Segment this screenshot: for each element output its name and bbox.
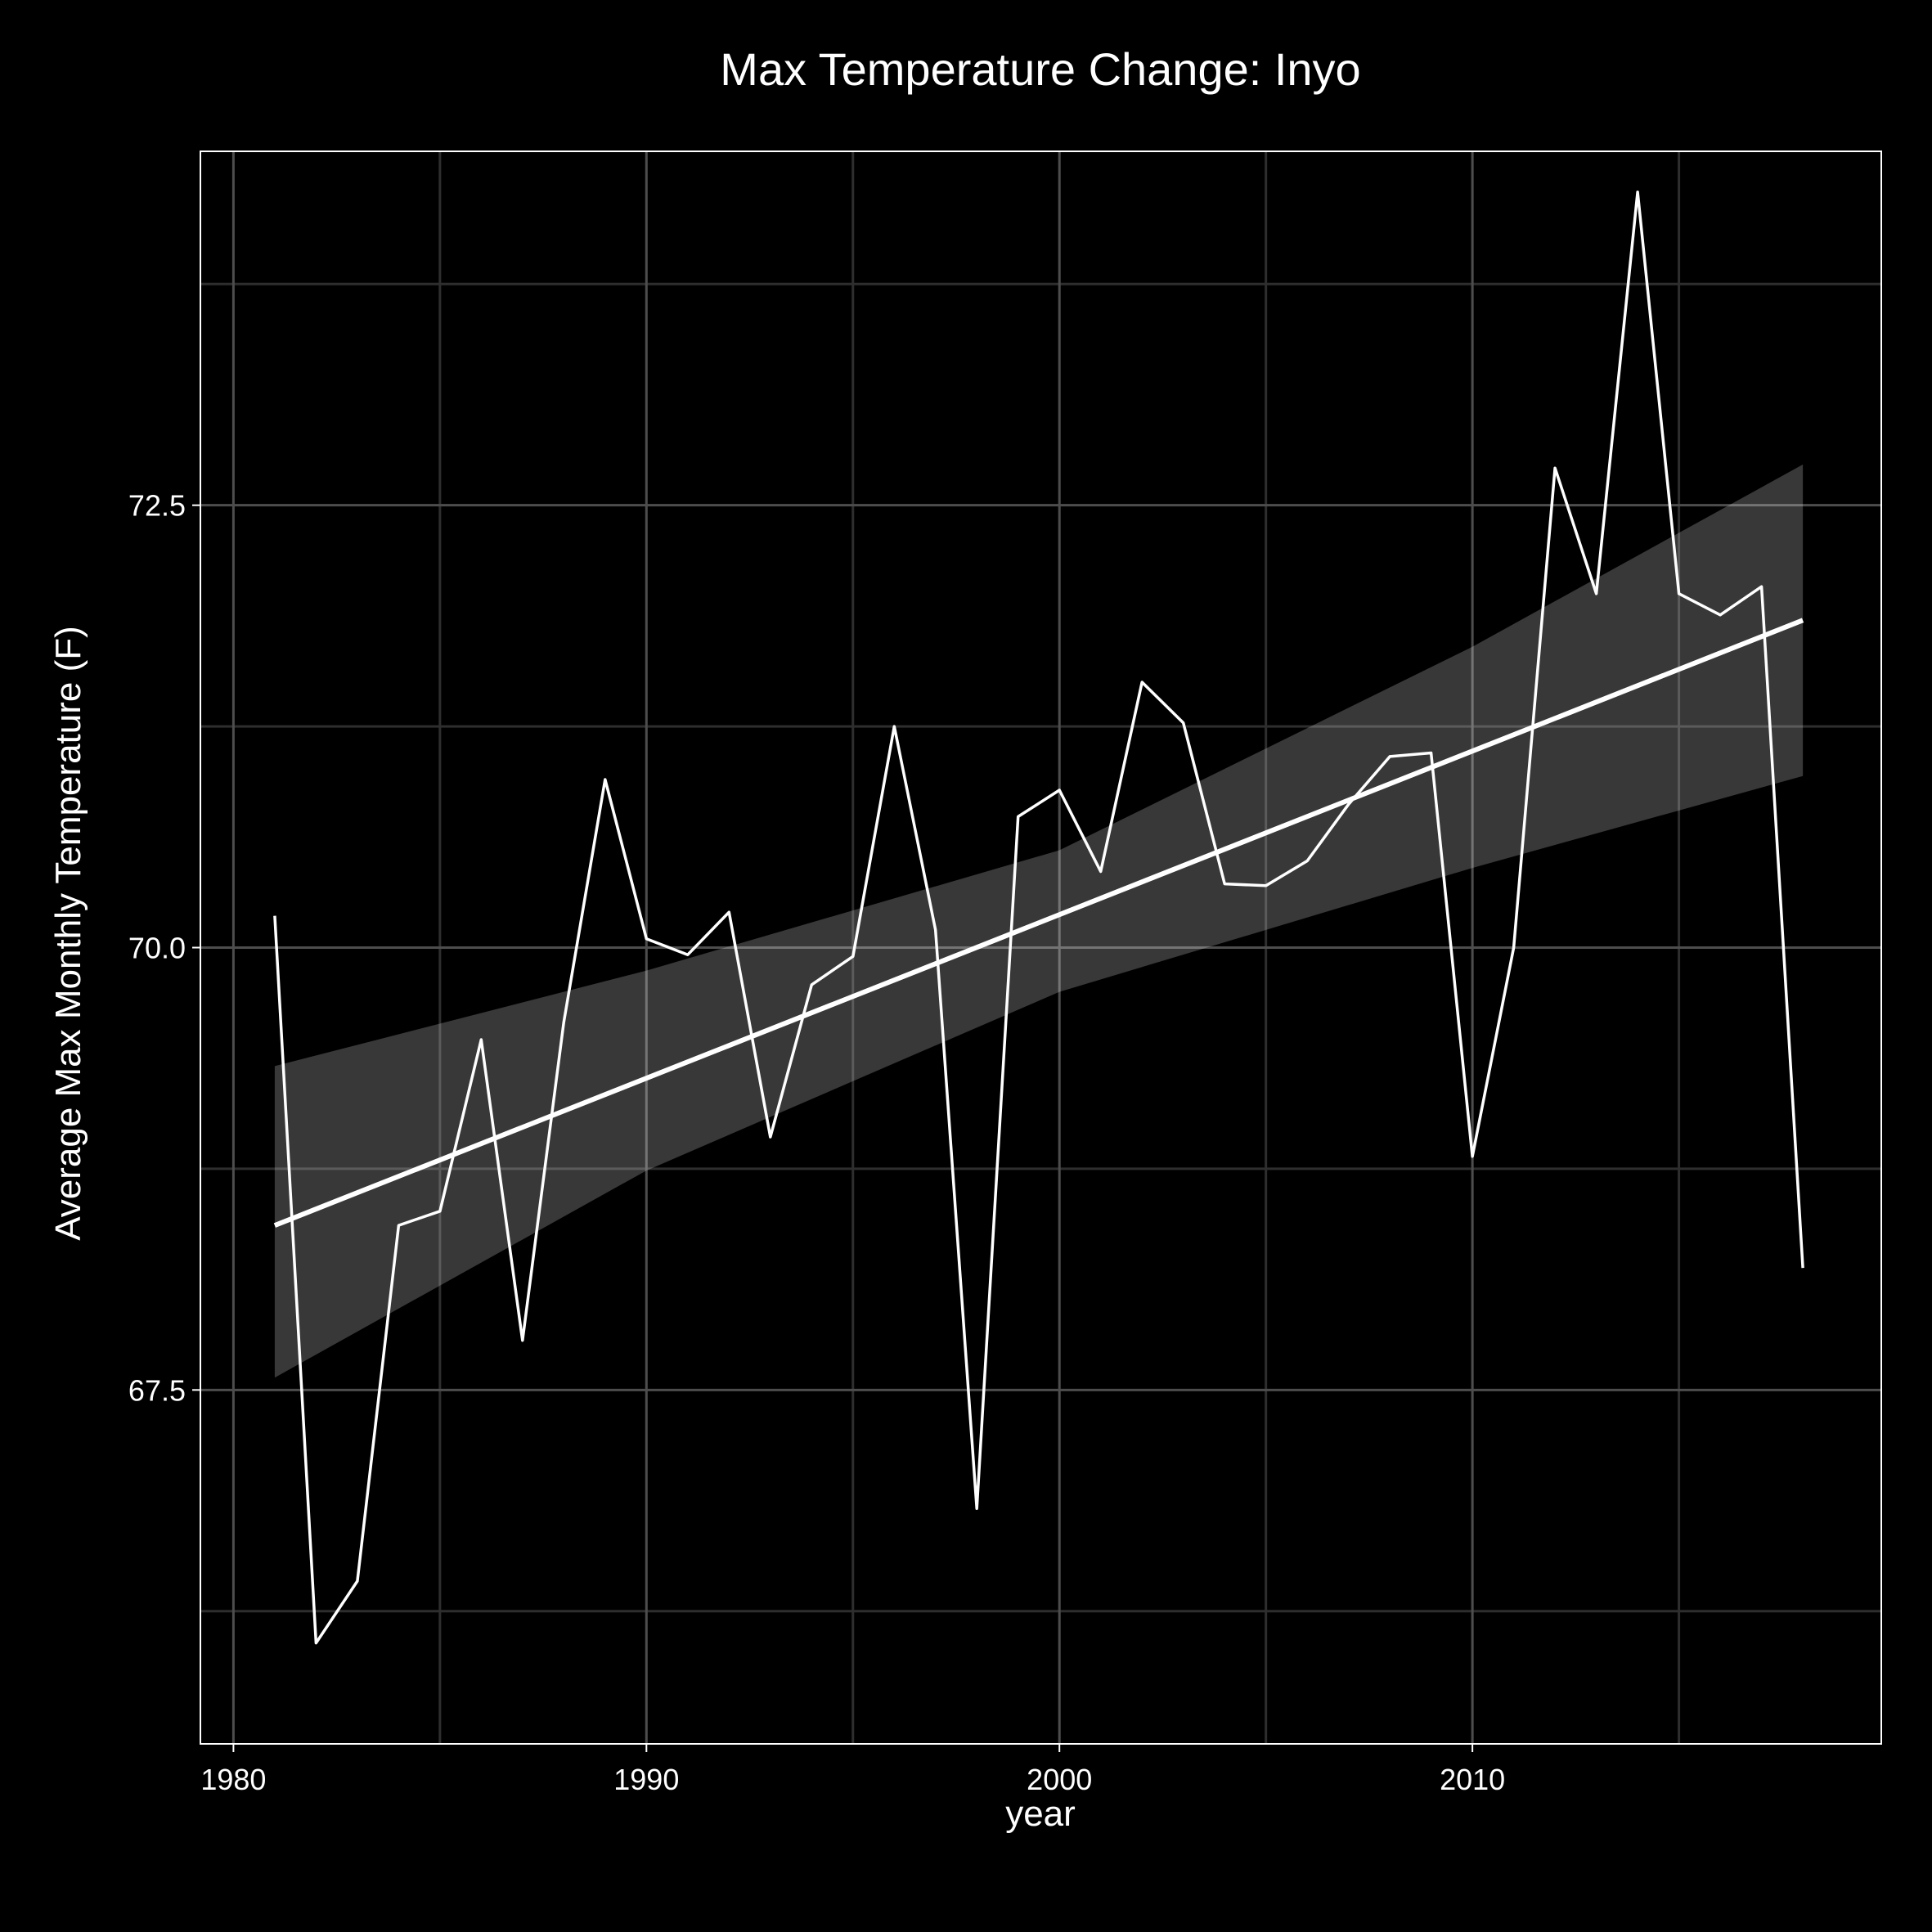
x-tick-label: 1990 bbox=[613, 1763, 679, 1796]
trend-line bbox=[273, 618, 1804, 1228]
x-tick-label: 2000 bbox=[1027, 1763, 1092, 1796]
y-tick-label: 70.0 bbox=[128, 932, 186, 965]
x-tick-label: 2010 bbox=[1440, 1763, 1505, 1796]
y-axis-label: Average Max Monthly Temperature (F) bbox=[48, 626, 88, 1241]
x-axis-label: year bbox=[1005, 1794, 1076, 1834]
y-tick-label: 72.5 bbox=[128, 489, 186, 523]
series-layer bbox=[273, 191, 1804, 1645]
series-line-max-temperature bbox=[273, 191, 1804, 1645]
axis-layer: 1980 1990 2000 2010 67.5 70.0 72.5 bbox=[128, 489, 1505, 1796]
x-tick-label: 1980 bbox=[200, 1763, 266, 1796]
y-tick-label: 67.5 bbox=[128, 1373, 186, 1407]
chart-title: Max Temperature Change: Inyo bbox=[720, 43, 1360, 95]
trend-layer bbox=[273, 618, 1804, 1228]
grid-layer bbox=[200, 151, 1881, 1744]
